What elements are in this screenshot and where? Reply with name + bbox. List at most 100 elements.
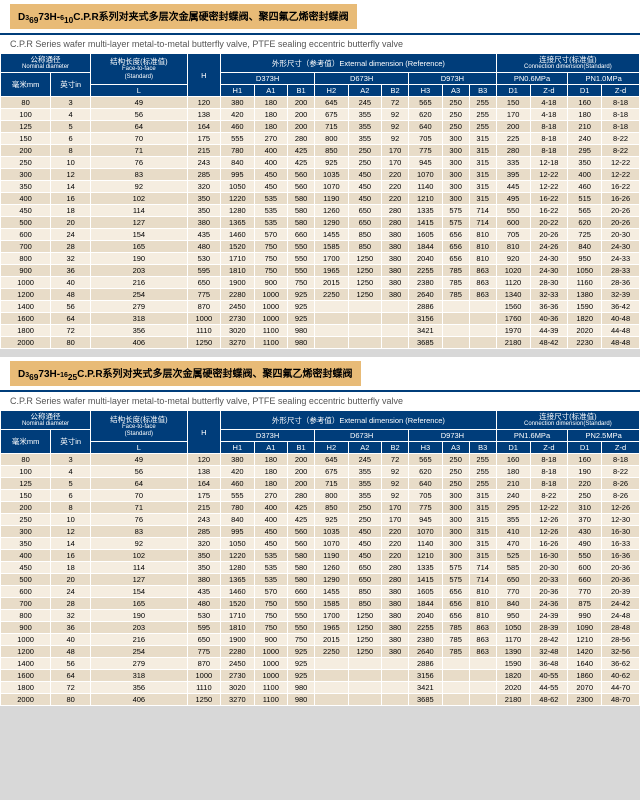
- table-cell: 24-30: [602, 241, 640, 253]
- table-cell: 1210: [409, 550, 442, 562]
- table-cell: 656: [442, 586, 469, 598]
- table-cell: [348, 325, 381, 337]
- table-cell: [469, 682, 496, 694]
- table-cell: 810: [469, 586, 496, 598]
- table-cell: 550: [288, 598, 315, 610]
- table-cell: 1460: [221, 586, 254, 598]
- table-cell: 254: [91, 646, 188, 658]
- table-cell: 1760: [496, 313, 530, 325]
- table-cell: 1710: [221, 610, 254, 622]
- table-cell: 2015: [315, 634, 348, 646]
- table-cell: 335: [496, 157, 530, 169]
- table-cell: 2250: [315, 646, 348, 658]
- table-cell: 24-36: [530, 598, 568, 610]
- table-cell: [315, 313, 348, 325]
- table-cell: 280: [382, 205, 409, 217]
- table-cell: 83: [91, 169, 188, 181]
- table-cell: 220: [382, 550, 409, 562]
- table-cell: 1190: [315, 550, 348, 562]
- table-cell: 127: [91, 574, 188, 586]
- table-cell: 320: [187, 538, 220, 550]
- table-cell: 300: [442, 169, 469, 181]
- table-cell: 460: [221, 478, 254, 490]
- table-cell: 300: [1, 526, 51, 538]
- section-1: D36973H-1625C.P.R系列对夹式多层次金属硬密封蝶阀、聚四氟乙烯密封…: [0, 357, 640, 706]
- table-cell: 775: [409, 145, 442, 157]
- table-cell: 925: [288, 289, 315, 301]
- table-cell: 660: [568, 574, 602, 586]
- table-cell: 295: [568, 145, 602, 157]
- table-cell: 810: [469, 241, 496, 253]
- table-cell: 705: [496, 229, 530, 241]
- table-cell: 355: [348, 121, 381, 133]
- table-cell: [469, 301, 496, 313]
- table-cell: 420: [221, 466, 254, 478]
- table-cell: 243: [187, 157, 220, 169]
- table-cell: 355: [348, 478, 381, 490]
- table-cell: 315: [469, 157, 496, 169]
- table-cell: 28-30: [530, 277, 568, 289]
- table-cell: 580: [288, 193, 315, 205]
- table-cell: 114: [91, 562, 188, 574]
- table-cell: 785: [442, 265, 469, 277]
- table-cell: 2020: [496, 682, 530, 694]
- table-cell: 1605: [409, 229, 442, 241]
- table-cell: 400: [254, 145, 287, 157]
- table-cell: 450: [254, 526, 287, 538]
- table-cell: 1710: [221, 253, 254, 265]
- table-cell: 550: [288, 622, 315, 634]
- table-cell: 315: [469, 514, 496, 526]
- table-cell: 785: [442, 289, 469, 301]
- table-cell: 36-42: [602, 301, 640, 313]
- table-cell: 203: [91, 622, 188, 634]
- table-cell: 1900: [221, 277, 254, 289]
- table-cell: 20-26: [602, 217, 640, 229]
- table-cell: 714: [469, 217, 496, 229]
- table-cell: 495: [496, 193, 530, 205]
- table-cell: 280: [288, 490, 315, 502]
- table-cell: 650: [348, 217, 381, 229]
- table-cell: 750: [254, 622, 287, 634]
- table-cell: 3421: [409, 682, 442, 694]
- table-cell: 550: [288, 241, 315, 253]
- table-cell: 200: [288, 97, 315, 109]
- table-cell: 315: [469, 169, 496, 181]
- table-cell: 1090: [568, 622, 602, 634]
- section-0: D36973H-610C.P.R系列对夹式多层次金属硬密封蝶阀、聚四氟乙烯密封蝶…: [0, 0, 640, 349]
- table-cell: 318: [91, 313, 188, 325]
- table-cell: 250: [442, 121, 469, 133]
- table-cell: 380: [382, 277, 409, 289]
- table-cell: 2280: [221, 646, 254, 658]
- table-cell: 810: [469, 598, 496, 610]
- table-cell: 20: [51, 217, 91, 229]
- table-cell: 64: [51, 313, 91, 325]
- table-cell: 1640: [568, 658, 602, 670]
- table-cell: 1140: [409, 538, 442, 550]
- table-cell: 2255: [409, 265, 442, 277]
- table-cell: 280: [382, 574, 409, 586]
- table-cell: 870: [187, 301, 220, 313]
- table-cell: 6: [51, 490, 91, 502]
- table-cell: [382, 325, 409, 337]
- table-cell: 420: [221, 109, 254, 121]
- table-cell: 600: [1, 229, 51, 241]
- table-cell: 350: [187, 205, 220, 217]
- table-cell: 380: [382, 265, 409, 277]
- table-cell: 656: [442, 598, 469, 610]
- table-cell: 1000: [254, 289, 287, 301]
- table-cell: 40: [51, 634, 91, 646]
- table-cell: 250: [1, 157, 51, 169]
- table-cell: 180: [254, 97, 287, 109]
- table-cell: 380: [382, 634, 409, 646]
- table-cell: 32: [51, 253, 91, 265]
- table-cell: 640: [409, 121, 442, 133]
- table-cell: 125: [1, 478, 51, 490]
- table-cell: 2230: [568, 337, 602, 349]
- table-cell: 575: [442, 562, 469, 574]
- table-cell: 1390: [496, 646, 530, 658]
- table-cell: 8-22: [602, 133, 640, 145]
- table-cell: 580: [288, 550, 315, 562]
- table-cell: 48-48: [602, 337, 640, 349]
- table-cell: 20-26: [530, 229, 568, 241]
- table-cell: 200: [288, 466, 315, 478]
